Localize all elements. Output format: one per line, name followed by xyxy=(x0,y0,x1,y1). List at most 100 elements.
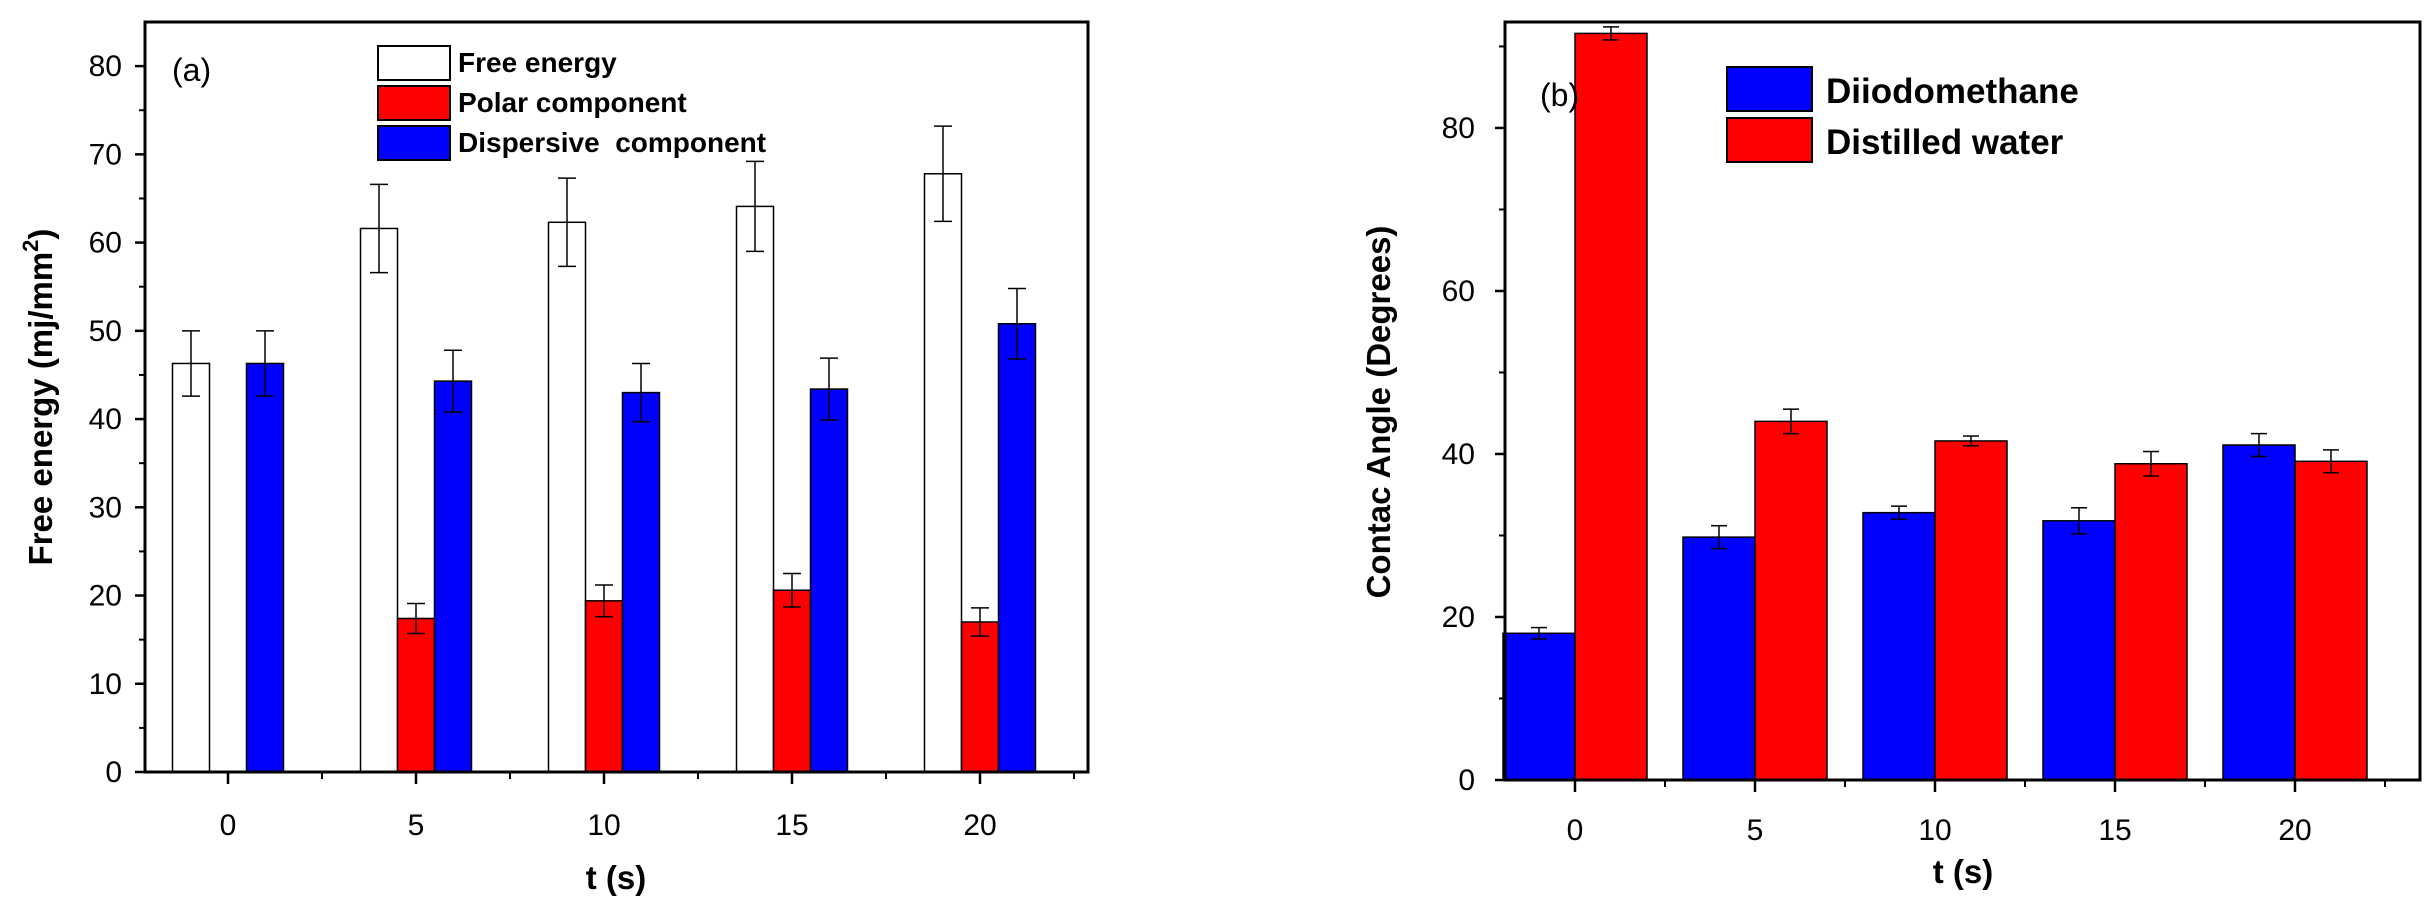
chart-b-y-tick-label-80: 80 xyxy=(1442,112,1475,145)
chart-b-bar-diiodomethane-5 xyxy=(1682,536,1756,781)
chart-a-x-tick-label-10: 10 xyxy=(587,809,620,842)
chart-a-error-bar-free-energy-15 xyxy=(746,160,764,253)
chart-b-x-tick-label-15: 15 xyxy=(2098,814,2131,847)
chart-a-error-bar-polar-component-10 xyxy=(595,584,613,618)
chart-b-x-tick-label-10: 10 xyxy=(1918,814,1951,847)
chart-a: 0 10 20 30 40 50 60 70 80 0 5 10 15 20 (a) Free ener… xyxy=(18,20,1090,896)
chart-a-legend: Free energy Polar component Dispersive c… xyxy=(377,45,766,161)
chart-b-bar-distilled-water-15 xyxy=(2114,463,2188,781)
chart-a-error-bar-free-energy-20 xyxy=(934,125,952,223)
chart-a-legend-label-polar-component: Polar component xyxy=(458,87,687,118)
chart-b-bar-diiodomethane-0 xyxy=(1502,632,1576,781)
chart-b-bar-distilled-water-5 xyxy=(1754,420,1828,781)
chart-a-error-bar-dispersive-component-0 xyxy=(256,330,274,397)
chart-b-panel-label: (b) xyxy=(1540,77,1579,113)
chart-b-legend-label-distilled-water: Distilled water xyxy=(1826,123,2064,162)
chart-b-legend: Diiodomethane Distilled water xyxy=(1726,66,2079,163)
chart-b-error-bar-distilled-water-5 xyxy=(1783,408,1799,435)
chart-a-error-bar-dispersive-component-15 xyxy=(820,357,838,421)
chart-a-error-bars xyxy=(182,125,1026,637)
chart-b-bar-distilled-water-0 xyxy=(1574,32,1648,781)
chart-a-legend-swatch-polar-component xyxy=(377,85,451,121)
chart-b-error-bar-diiodomethane-20 xyxy=(2251,432,2267,458)
chart-a-error-bar-free-energy-0 xyxy=(182,330,200,397)
chart-a-y-tick-label-30: 30 xyxy=(89,491,122,524)
chart-a-error-bar-dispersive-component-10 xyxy=(632,362,650,423)
chart-a-x-ticks: 0 5 10 15 20 xyxy=(220,772,1075,842)
chart-a-bar-free-energy-5 xyxy=(359,227,399,773)
chart-b-error-bar-diiodomethane-15 xyxy=(2071,507,2087,535)
chart-a-bar-polar-component-15 xyxy=(772,589,812,773)
chart-a-legend-label-dispersive-component: Dispersive component xyxy=(458,127,766,158)
chart-b-y-tick-label-20: 20 xyxy=(1442,601,1475,634)
chart-a-x-tick-label-20: 20 xyxy=(963,809,996,842)
chart-b-y-ticks: 0 20 40 60 80 xyxy=(1442,45,1505,797)
chart-a-x-axis-title: t (s) xyxy=(586,859,647,896)
chart-a-bar-dispersive-component-15 xyxy=(809,388,849,773)
chart-a-y-tick-label-80: 80 xyxy=(89,50,122,83)
chart-b-legend-label-diiodomethane: Diiodomethane xyxy=(1826,72,2079,111)
chart-b-error-bar-diiodomethane-10 xyxy=(1891,505,1907,520)
chart-a-x-tick-label-15: 15 xyxy=(775,809,808,842)
chart-a-y-tick-label-70: 70 xyxy=(89,138,122,171)
chart-a-y-axis-title: Free energy (mj/mm2) xyxy=(18,229,59,566)
chart-b-error-bar-distilled-water-10 xyxy=(1963,435,1979,447)
chart-b-error-bar-distilled-water-0 xyxy=(1603,26,1619,41)
chart-b-bar-distilled-water-10 xyxy=(1934,440,2008,781)
chart-b-x-ticks: 0 5 10 15 20 xyxy=(1567,780,2386,847)
chart-b-y-tick-label-60: 60 xyxy=(1442,275,1475,308)
chart-a-plot-frame xyxy=(143,20,1090,774)
chart-a-y-tick-label-60: 60 xyxy=(89,227,122,260)
chart-a-error-bar-dispersive-component-5 xyxy=(444,349,462,413)
chart-b-y-axis-title: Contac Angle (Degrees) xyxy=(1360,226,1397,599)
chart-a-bar-free-energy-0 xyxy=(171,362,211,773)
chart-b-y-tick-label-0: 0 xyxy=(1458,764,1475,797)
chart-b-bar-diiodomethane-20 xyxy=(2222,444,2296,781)
chart-a-legend-swatch-free-energy xyxy=(377,45,451,81)
chart-a-bars xyxy=(171,173,1037,773)
chart-a-y-tick-label-20: 20 xyxy=(89,580,122,613)
chart-a-x-tick-label-0: 0 xyxy=(220,809,237,842)
chart-a-bar-polar-component-10 xyxy=(584,600,624,773)
chart-a-bar-polar-component-20 xyxy=(960,621,1000,773)
chart-a-error-bar-polar-component-20 xyxy=(971,607,989,637)
chart-b-legend-swatch-diiodomethane xyxy=(1726,66,1813,112)
chart-a-error-bar-polar-component-5 xyxy=(407,602,425,635)
chart-a-error-bar-dispersive-component-20 xyxy=(1008,287,1026,360)
chart-a-bar-free-energy-15 xyxy=(735,205,775,773)
chart-b-error-bars xyxy=(1531,26,2339,640)
chart-b-error-bar-distilled-water-15 xyxy=(2143,450,2159,477)
chart-a-y-tick-label-50: 50 xyxy=(89,315,122,348)
chart-b-x-tick-label-0: 0 xyxy=(1567,814,1584,847)
chart-a-bar-dispersive-component-20 xyxy=(997,323,1037,773)
chart-a-y-tick-label-0: 0 xyxy=(105,756,122,789)
chart-a-y-tick-label-10: 10 xyxy=(89,668,122,701)
chart-b-plot-frame xyxy=(1503,20,2422,782)
chart-b-bar-distilled-water-20 xyxy=(2294,460,2368,781)
chart-b-legend-swatch-distilled-water xyxy=(1726,117,1813,163)
chart-a-error-bar-free-energy-5 xyxy=(370,183,388,274)
chart-b: 0 20 40 60 80 0 5 10 15 20 (b) Diiodomethane Dis… xyxy=(1360,20,2422,890)
chart-a-bar-dispersive-component-0 xyxy=(245,362,285,773)
chart-a-error-bar-free-energy-10 xyxy=(558,177,576,268)
chart-a-bar-dispersive-component-5 xyxy=(433,380,473,773)
chart-b-error-bar-distilled-water-20 xyxy=(2323,449,2339,474)
chart-b-error-bar-diiodomethane-0 xyxy=(1531,626,1547,640)
chart-a-y-tick-label-40: 40 xyxy=(89,403,122,436)
chart-b-x-tick-label-5: 5 xyxy=(1747,814,1764,847)
chart-b-x-axis-title: t (s) xyxy=(1933,853,1994,890)
chart-a-bar-free-energy-20 xyxy=(923,173,963,773)
chart-a-bar-polar-component-5 xyxy=(396,617,436,773)
chart-b-x-tick-label-20: 20 xyxy=(2278,814,2311,847)
chart-a-y-ticks: 0 10 20 30 40 50 60 70 80 xyxy=(89,50,145,789)
chart-a-legend-label-free-energy: Free energy xyxy=(458,47,617,78)
chart-b-y-tick-label-40: 40 xyxy=(1442,438,1475,471)
chart-a-legend-swatch-dispersive-component xyxy=(377,125,451,161)
chart-a-error-bar-polar-component-15 xyxy=(783,572,801,608)
chart-b-bar-diiodomethane-15 xyxy=(2042,520,2116,781)
chart-a-bar-dispersive-component-10 xyxy=(621,391,661,773)
chart-a-bar-free-energy-10 xyxy=(547,221,587,773)
chart-b-bars xyxy=(1502,32,2368,781)
chart-b-bar-diiodomethane-10 xyxy=(1862,511,1936,781)
